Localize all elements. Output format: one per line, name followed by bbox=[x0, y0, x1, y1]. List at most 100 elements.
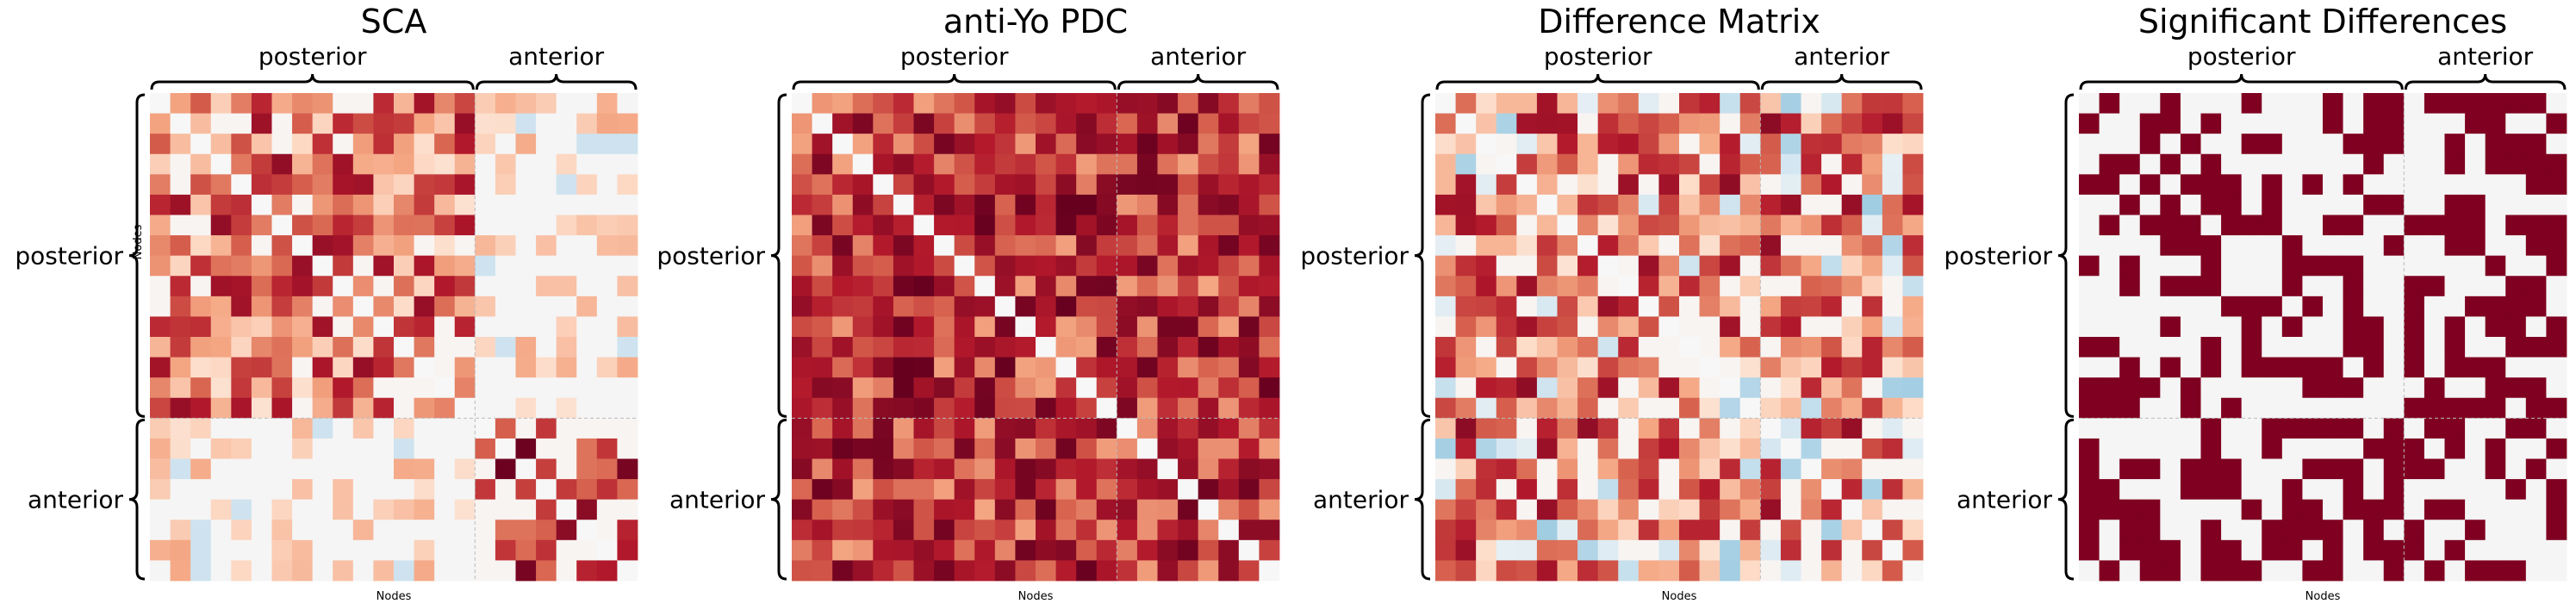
heatmap-cell bbox=[1618, 296, 1640, 317]
heatmap-cell bbox=[1157, 215, 1179, 236]
heatmap-cell bbox=[292, 93, 314, 114]
heatmap-cell bbox=[414, 235, 435, 257]
heatmap-cell bbox=[576, 418, 598, 439]
heatmap-cell bbox=[454, 194, 476, 215]
heatmap-cell bbox=[333, 255, 354, 277]
heatmap-cell bbox=[1036, 194, 1056, 215]
heatmap-cell bbox=[333, 438, 354, 459]
heatmap-cell bbox=[1862, 377, 1883, 399]
heatmap-cell bbox=[1699, 113, 1720, 134]
heatmap-cell bbox=[1157, 418, 1179, 439]
heatmap-cell bbox=[2302, 337, 2324, 358]
heatmap-cell bbox=[812, 377, 833, 399]
heatmap-cell bbox=[1658, 215, 1680, 236]
heatmap-cell bbox=[536, 174, 557, 196]
heatmap-cell bbox=[1618, 357, 1640, 378]
heatmap-cell bbox=[1238, 539, 1260, 561]
heatmap-cell bbox=[1178, 134, 1199, 155]
heatmap-cell bbox=[556, 174, 577, 196]
heatmap-cell bbox=[1096, 296, 1117, 317]
heatmap-cell bbox=[1259, 397, 1280, 419]
heatmap-cell bbox=[1720, 134, 1741, 155]
heatmap-cell bbox=[556, 418, 577, 439]
heatmap-cell bbox=[1476, 438, 1497, 459]
heatmap-cell bbox=[2079, 377, 2100, 399]
heatmap-cell bbox=[2525, 539, 2547, 561]
heatmap-cell bbox=[934, 337, 955, 358]
heatmap-cell bbox=[251, 215, 272, 236]
heatmap-cell bbox=[414, 296, 435, 317]
heatmap-cell bbox=[1720, 377, 1741, 399]
heatmap-cell bbox=[1136, 215, 1158, 236]
heatmap-cell bbox=[1841, 499, 1863, 520]
heatmap-cell bbox=[1136, 337, 1158, 358]
heatmap-cell bbox=[2160, 539, 2181, 561]
heatmap-cell bbox=[576, 134, 598, 155]
heatmap-cell bbox=[2119, 539, 2141, 561]
heatmap-cell bbox=[1117, 377, 1138, 399]
heatmap-cell bbox=[2241, 194, 2262, 215]
heatmap-cell bbox=[2139, 520, 2161, 541]
heatmap-cell bbox=[1198, 499, 1219, 520]
heatmap-cell bbox=[1435, 418, 1456, 439]
heatmap-cell bbox=[1096, 479, 1117, 501]
heatmap-cell bbox=[1720, 539, 1741, 561]
heatmap-cell bbox=[495, 438, 516, 459]
heatmap-cell bbox=[1096, 316, 1117, 338]
heatmap-cell bbox=[373, 499, 395, 520]
heatmap-cell bbox=[495, 357, 516, 378]
heatmap-cell bbox=[1516, 316, 1538, 338]
heatmap-cell bbox=[352, 438, 374, 459]
heatmap-cell bbox=[2383, 539, 2405, 561]
heatmap-cell bbox=[1516, 215, 1538, 236]
heatmap-cell bbox=[2525, 235, 2547, 257]
heatmap-cell bbox=[852, 520, 874, 541]
heatmap-cell bbox=[1435, 153, 1456, 175]
heatmap-cell bbox=[1117, 255, 1138, 277]
heatmap-cell bbox=[873, 397, 894, 419]
heatmap-cell bbox=[1117, 560, 1138, 582]
heatmap-cell bbox=[576, 235, 598, 257]
heatmap-cell bbox=[1760, 479, 1782, 501]
heatmap-cell bbox=[832, 235, 854, 257]
heatmap-cell bbox=[1496, 93, 1517, 114]
heatmap-cell bbox=[2424, 296, 2445, 317]
heatmap-cell bbox=[150, 134, 171, 155]
heatmap-cell bbox=[1096, 235, 1117, 257]
heatmap-cell bbox=[2099, 134, 2120, 155]
heatmap-cell bbox=[1435, 235, 1456, 257]
heatmap-cell bbox=[873, 499, 894, 520]
heatmap-cell bbox=[1036, 153, 1056, 175]
heatmap-cell bbox=[2363, 357, 2385, 378]
heatmap-cell bbox=[994, 296, 1016, 317]
heatmap-cell bbox=[1597, 357, 1619, 378]
heatmap-cell bbox=[1435, 93, 1456, 114]
top-group-brace bbox=[150, 73, 475, 90]
heatmap-cell bbox=[2505, 520, 2527, 541]
heatmap-cell bbox=[2546, 276, 2567, 297]
heatmap-cell bbox=[893, 438, 914, 459]
heatmap-cell bbox=[333, 479, 354, 501]
heatmap-cell bbox=[873, 194, 894, 215]
heatmap-cell bbox=[150, 276, 171, 297]
heatmap-cell bbox=[333, 215, 354, 236]
heatmap-cell bbox=[832, 337, 854, 358]
heatmap-cell bbox=[1055, 113, 1077, 134]
heatmap-cell bbox=[596, 539, 618, 561]
chart-title: anti-Yo PDC bbox=[943, 3, 1128, 40]
heatmap-cell bbox=[251, 438, 272, 459]
heatmap-cell bbox=[893, 153, 914, 175]
heatmap-cell bbox=[974, 255, 996, 277]
heatmap-cell bbox=[2343, 458, 2364, 480]
heatmap-cell bbox=[210, 337, 232, 358]
heatmap-cell bbox=[2546, 316, 2567, 338]
heatmap-cell bbox=[1618, 438, 1640, 459]
heatmap-cell bbox=[2262, 255, 2283, 277]
heatmap-cell bbox=[2302, 397, 2324, 419]
heatmap-cell bbox=[1841, 93, 1863, 114]
heatmap-cell bbox=[1780, 316, 1801, 338]
left-group-label: posterior bbox=[1944, 242, 2052, 271]
heatmap-cell bbox=[1679, 276, 1700, 297]
heatmap-cell bbox=[373, 93, 395, 114]
